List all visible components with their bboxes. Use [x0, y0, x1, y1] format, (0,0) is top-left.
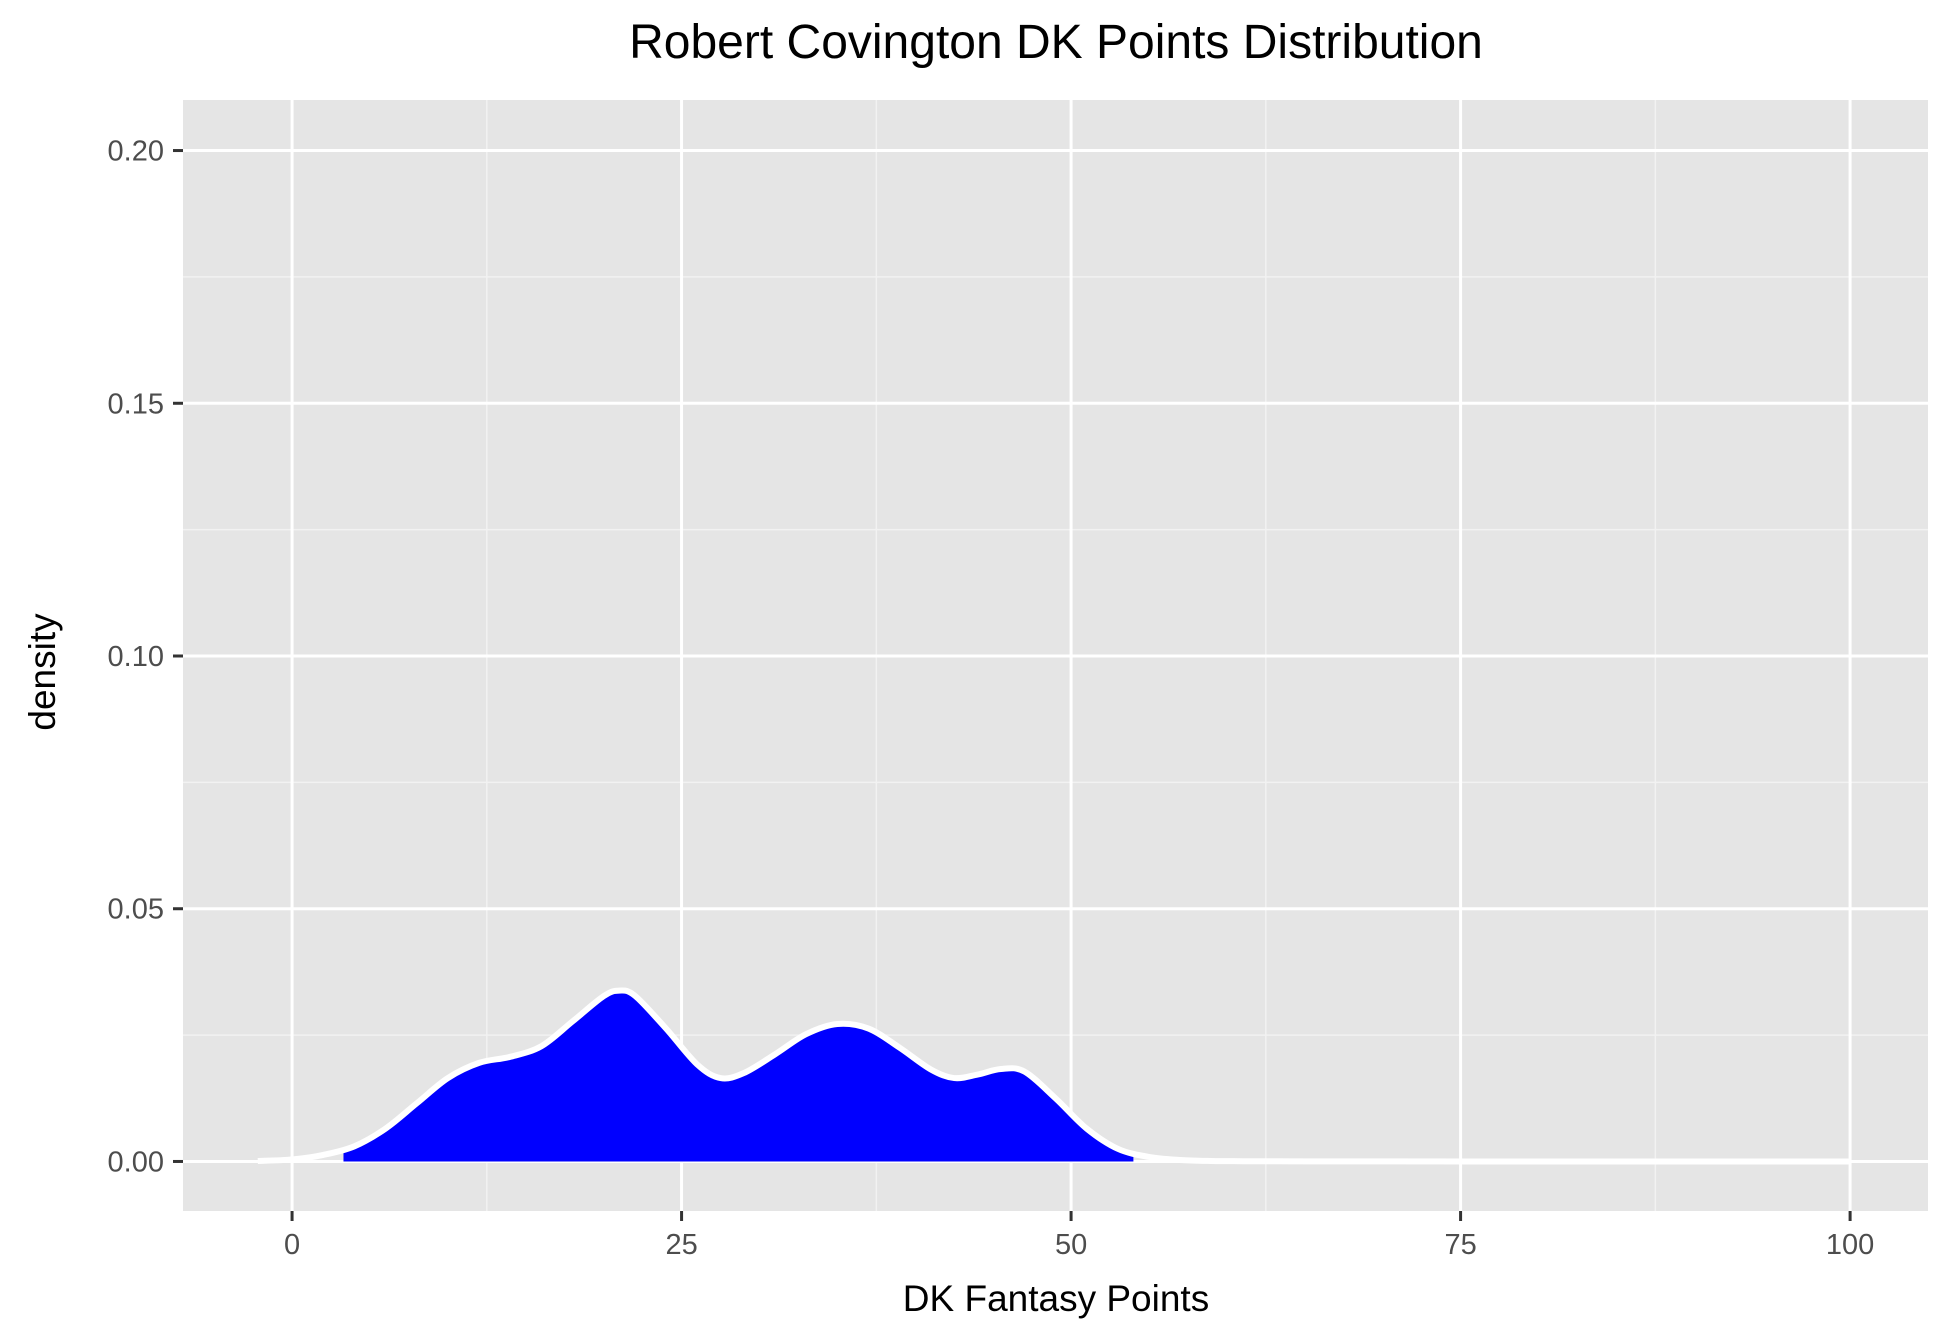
y-tick-label-3: 0.15: [108, 388, 164, 420]
x-axis: 0 25 50 75 100: [284, 1211, 1874, 1261]
y-axis: 0.00 0.05 0.10 0.15 0.20: [108, 136, 183, 1178]
y-tick-label-0: 0.00: [108, 1146, 164, 1178]
x-tick-label-1: 25: [665, 1229, 697, 1261]
x-tick-label-2: 50: [1055, 1229, 1087, 1261]
y-tick-label-1: 0.05: [108, 894, 164, 926]
y-tick-label-4: 0.20: [108, 136, 164, 168]
y-tick-label-2: 0.10: [108, 641, 164, 673]
x-axis-title: DK Fantasy Points: [903, 1278, 1209, 1319]
density-series: [257, 987, 1851, 1165]
y-axis-title: density: [22, 613, 63, 731]
major-gridlines: [183, 100, 1928, 1211]
x-tick-label-4: 100: [1826, 1229, 1874, 1261]
x-tick-label-0: 0: [284, 1229, 300, 1261]
chart-title: Robert Covington DK Points Distribution: [629, 16, 1483, 69]
density-outline: [257, 987, 1851, 1165]
x-tick-label-3: 75: [1444, 1229, 1476, 1261]
